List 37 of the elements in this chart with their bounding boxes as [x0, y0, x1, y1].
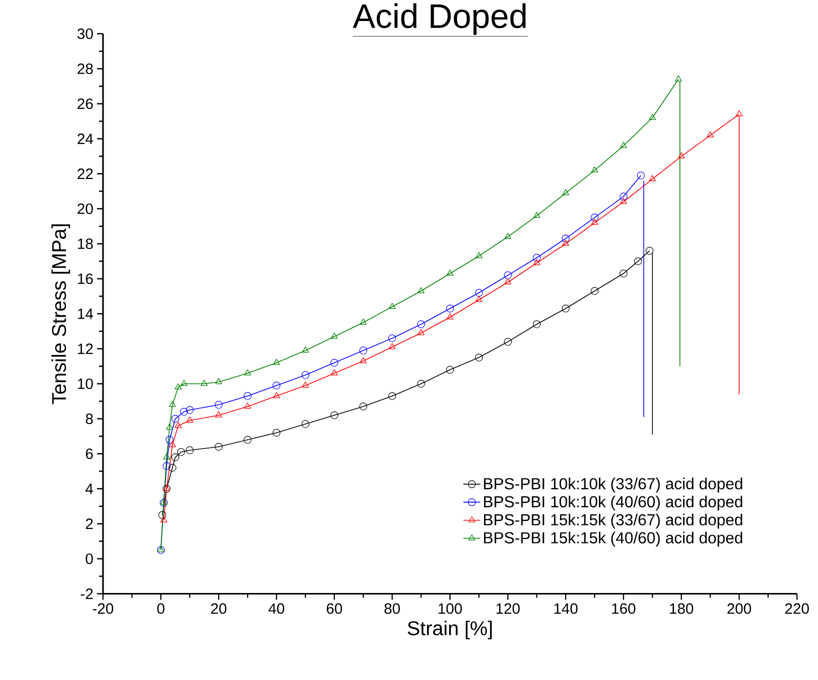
y-tick-label: 26	[78, 98, 93, 110]
legend-label: BPS-PBI 15k:15k (40/60) acid doped	[484, 532, 742, 547]
y-tick-label: 10	[78, 378, 93, 390]
x-tick-label: 60	[326, 603, 342, 614]
x-tick-label: 180	[670, 603, 694, 614]
x-axis-title: Strain [%]	[408, 620, 492, 640]
y-tick-label: 12	[78, 344, 93, 354]
x-tick-label: -20	[92, 603, 114, 614]
y-tick-label: 6	[86, 448, 93, 460]
y-tick-label: 24	[78, 134, 94, 144]
x-tick-label: 160	[612, 603, 636, 614]
y-tick-label: 28	[78, 64, 93, 74]
x-tick-label: 140	[554, 603, 578, 614]
y-tick-label: 0	[86, 554, 93, 564]
y-tick-label: -2	[80, 588, 93, 600]
legend-label: BPS-PBI 15k:15k (33/67) acid doped	[484, 514, 742, 529]
y-tick-label: 18	[78, 238, 93, 250]
y-tick-label: 30	[77, 28, 93, 40]
x-tick-label: 100	[438, 603, 462, 614]
x-tick-label: 40	[268, 603, 284, 614]
y-tick-label: 4	[86, 484, 94, 494]
y-tick-label: 2	[86, 518, 93, 530]
y-tick-label: 14	[78, 308, 94, 320]
x-tick-label: 20	[211, 603, 226, 614]
x-tick-label: 0	[157, 603, 164, 614]
x-tick-label: 120	[496, 603, 520, 614]
y-tick-label: 16	[78, 274, 93, 284]
legend-label: BPS-PBI 10k:10k (40/60) acid doped	[484, 496, 742, 511]
legend-label: BPS-PBI 10k:10k (33/67) acid doped	[484, 478, 742, 493]
x-tick-label: 80	[384, 603, 400, 614]
y-tick-label: 22	[78, 168, 93, 180]
y-axis-title: Tensile Stress [MPa]	[51, 224, 70, 404]
y-tick-label: 8	[86, 414, 93, 424]
x-tick-label: 220	[785, 603, 809, 614]
x-tick-label: 200	[727, 603, 752, 614]
y-tick-label: 20	[78, 204, 93, 214]
chart-title: Acid Doped	[352, 3, 526, 35]
